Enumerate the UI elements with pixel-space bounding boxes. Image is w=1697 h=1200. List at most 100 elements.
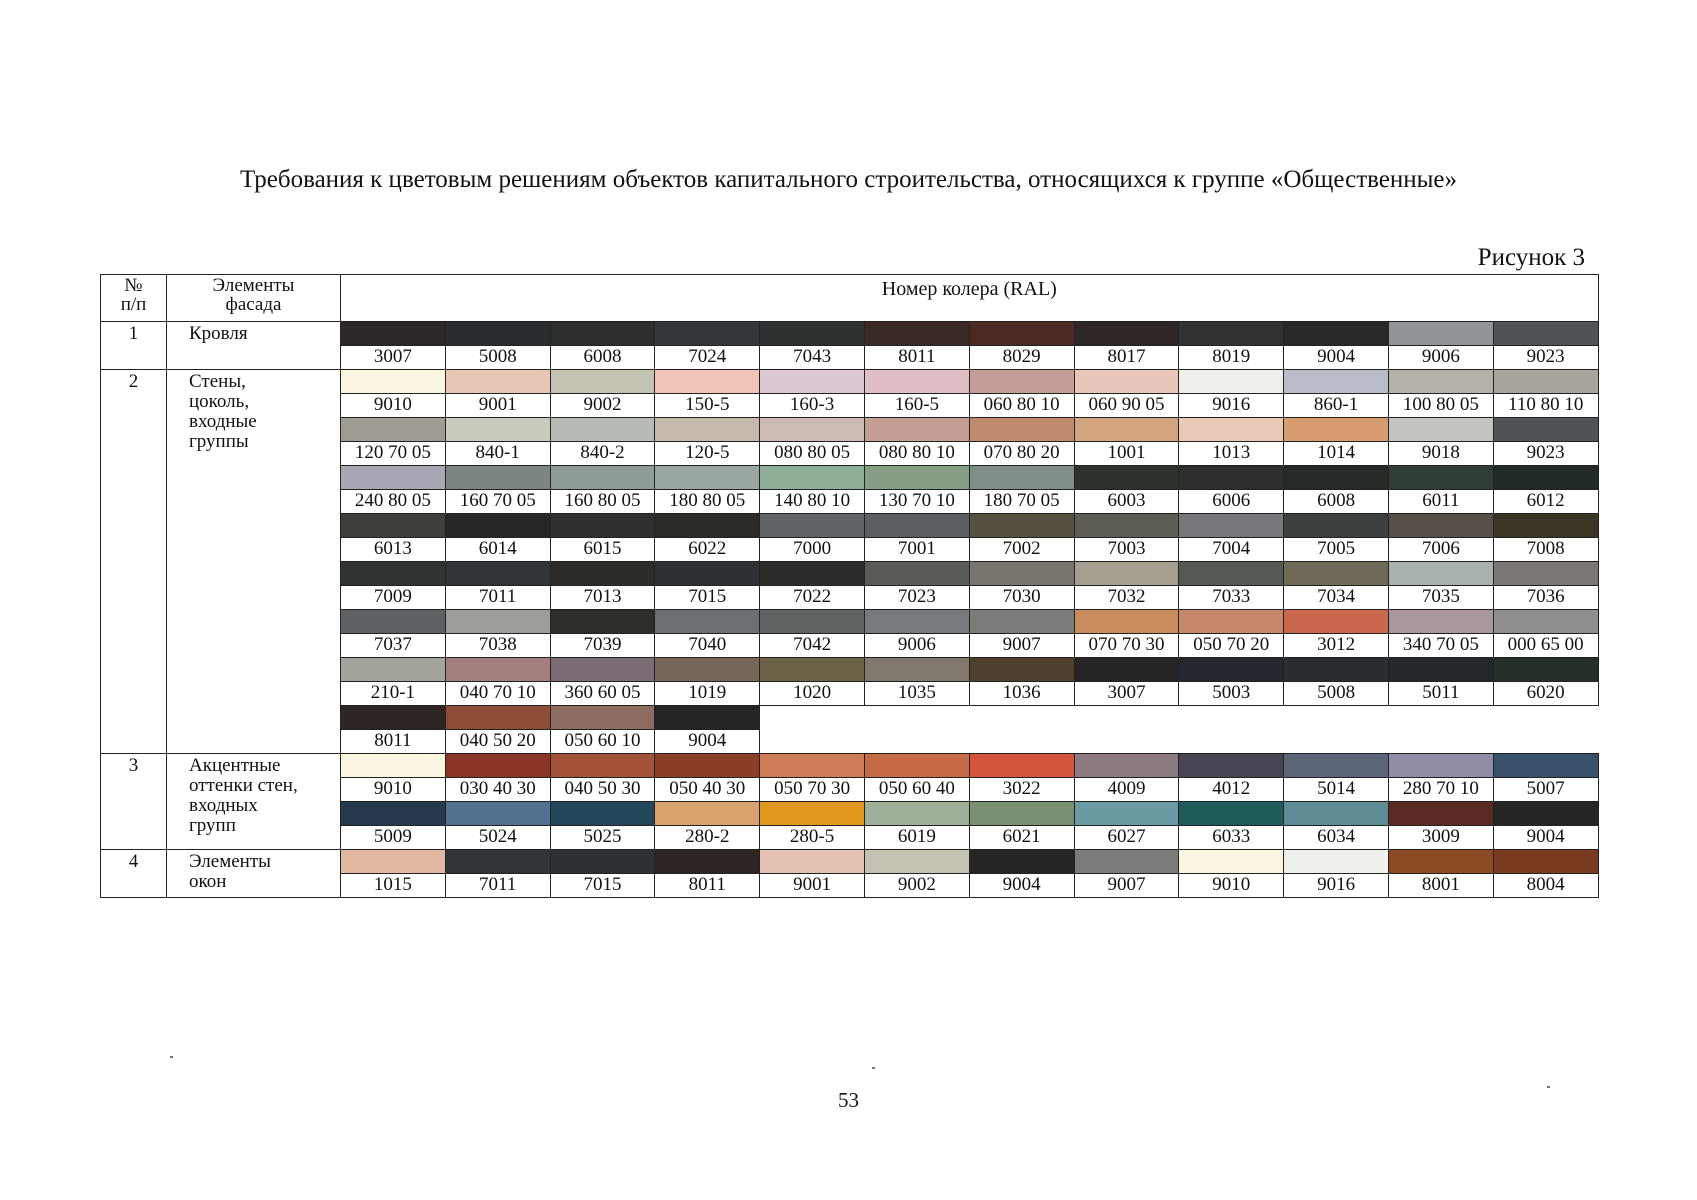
ral-code: 120-5 bbox=[654, 441, 761, 466]
swatch-fill bbox=[445, 754, 550, 777]
empty-cell bbox=[760, 730, 865, 754]
group-number: 3 bbox=[100, 753, 167, 850]
swatch-fill bbox=[655, 466, 760, 489]
ral-code: 6027 bbox=[1073, 825, 1180, 850]
ral-code: 060 80 10 bbox=[968, 393, 1075, 418]
color-swatch bbox=[340, 657, 446, 682]
color-swatch bbox=[340, 705, 446, 730]
swatch-fill bbox=[445, 322, 550, 345]
code-row: 240 80 05 160 70 05 160 80 05 180 80 05 140 … bbox=[101, 489, 1599, 514]
ral-code: 9001 bbox=[444, 393, 551, 418]
ral-code: 040 50 20 bbox=[444, 729, 551, 754]
swatch-row: 4 Элементы окон bbox=[100, 849, 1599, 898]
ral-code: 040 50 30 bbox=[549, 777, 656, 802]
swatch-fill bbox=[1074, 610, 1179, 633]
color-swatch bbox=[1387, 801, 1494, 826]
code-row: 120 70 05 840-1 840-2 120-5 080 80 05 080 80 … bbox=[101, 441, 1599, 466]
color-swatch bbox=[759, 369, 865, 394]
swatch-fill bbox=[760, 466, 864, 489]
swatch-fill bbox=[1179, 418, 1284, 441]
swatch-fill bbox=[969, 658, 1074, 681]
color-swatch bbox=[549, 417, 656, 442]
ral-code: 7002 bbox=[968, 537, 1075, 562]
swatch-fill bbox=[1493, 322, 1598, 345]
ral-code: 5009 bbox=[340, 825, 446, 850]
color-swatch bbox=[968, 369, 1075, 394]
swatch-fill bbox=[341, 562, 445, 585]
swatch-fill bbox=[1493, 658, 1598, 681]
ral-code: 7006 bbox=[1387, 537, 1494, 562]
ral-code: 9004 bbox=[1492, 825, 1599, 850]
color-swatch bbox=[1178, 513, 1285, 538]
color-swatch bbox=[549, 849, 656, 874]
ral-code: 5008 bbox=[444, 345, 551, 370]
color-swatch bbox=[1492, 609, 1599, 634]
swatch-fill bbox=[864, 514, 969, 537]
color-swatch bbox=[1387, 753, 1494, 778]
ral-code: 080 80 10 bbox=[863, 441, 970, 466]
color-swatch bbox=[1492, 801, 1599, 826]
ral-code: 9016 bbox=[1283, 873, 1389, 898]
ral-code: 9002 bbox=[549, 393, 656, 418]
color-swatch bbox=[1178, 609, 1285, 634]
swatch-fill bbox=[760, 658, 864, 681]
swatch-fill bbox=[1493, 370, 1598, 393]
color-swatch bbox=[340, 561, 446, 586]
swatch-fill bbox=[1284, 850, 1388, 873]
ral-code: 3022 bbox=[968, 777, 1075, 802]
ral-code: 8029 bbox=[968, 345, 1075, 370]
color-swatch bbox=[654, 369, 761, 394]
ral-code: 9006 bbox=[863, 633, 970, 658]
color-swatch bbox=[654, 801, 761, 826]
ral-code: 280 70 10 bbox=[1387, 777, 1494, 802]
color-swatch bbox=[549, 609, 656, 634]
ral-code: 6013 bbox=[340, 537, 446, 562]
code-row: 9010 030 40 30 040 50 30 050 40 30 050 70 30… bbox=[101, 777, 1599, 802]
ral-code: 7011 bbox=[444, 873, 551, 898]
ral-code: 7037 bbox=[340, 633, 446, 658]
ral-code: 9007 bbox=[1073, 873, 1180, 898]
swatch-fill bbox=[969, 370, 1074, 393]
ral-code: 9010 bbox=[340, 393, 446, 418]
ral-code: 7004 bbox=[1178, 537, 1285, 562]
color-swatch bbox=[968, 561, 1075, 586]
swatch-row bbox=[101, 801, 1599, 826]
color-swatch bbox=[1387, 465, 1494, 490]
empty-cell bbox=[760, 706, 865, 730]
color-swatch bbox=[1073, 417, 1180, 442]
header-ral: Номер колера (RAL) bbox=[340, 274, 1599, 322]
ral-code: 160-3 bbox=[759, 393, 865, 418]
color-swatch bbox=[1283, 753, 1389, 778]
swatch-fill bbox=[341, 322, 445, 345]
ral-code: 4012 bbox=[1178, 777, 1285, 802]
color-swatch bbox=[863, 513, 970, 538]
ral-code: 120 70 05 bbox=[340, 441, 446, 466]
color-swatch bbox=[968, 753, 1075, 778]
ral-code: 9023 bbox=[1492, 345, 1599, 370]
ral-code: 7035 bbox=[1387, 585, 1494, 610]
color-swatch bbox=[654, 849, 761, 874]
ral-code: 7008 bbox=[1492, 537, 1599, 562]
empty-cell bbox=[1074, 730, 1179, 754]
color-swatch bbox=[340, 849, 446, 874]
ral-code: 070 80 20 bbox=[968, 441, 1075, 466]
ral-code: 6006 bbox=[1178, 489, 1285, 514]
color-swatch bbox=[1178, 801, 1285, 826]
swatch-fill bbox=[864, 850, 969, 873]
ral-code: 3007 bbox=[340, 345, 446, 370]
color-swatch bbox=[863, 369, 970, 394]
ral-code: 9007 bbox=[968, 633, 1075, 658]
swatch-row bbox=[101, 513, 1599, 538]
empty-cell bbox=[1388, 730, 1493, 754]
color-swatch bbox=[444, 321, 551, 346]
swatch-fill bbox=[1284, 802, 1388, 825]
swatch-fill bbox=[969, 514, 1074, 537]
color-swatch bbox=[1178, 657, 1285, 682]
swatch-fill bbox=[550, 802, 655, 825]
ral-code: 1001 bbox=[1073, 441, 1180, 466]
color-swatch bbox=[444, 513, 551, 538]
swatch-fill bbox=[445, 466, 550, 489]
swatch-fill bbox=[655, 610, 760, 633]
swatch-row bbox=[101, 609, 1599, 634]
code-row: 6013 6014 6015 6022 7000 7001 7002 7003 7004 7005… bbox=[101, 537, 1599, 562]
